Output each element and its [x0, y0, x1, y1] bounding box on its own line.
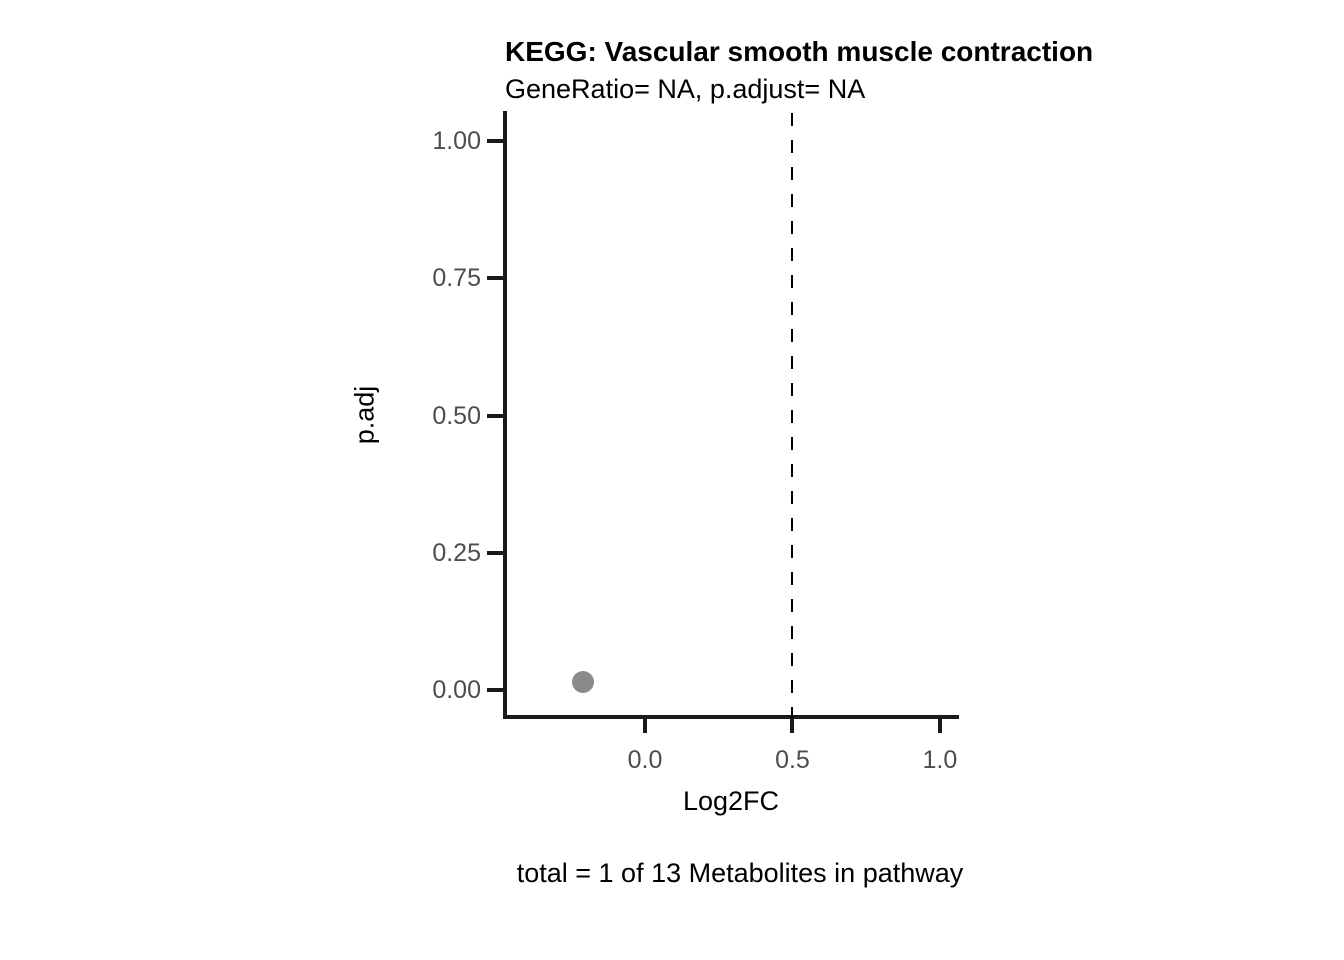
x-tick-label: 0.0: [627, 746, 663, 774]
y-tick-label: 0.75: [432, 264, 481, 293]
y-tick-label: 0.00: [432, 676, 481, 705]
y-tick-mark: [487, 276, 505, 281]
y-tick-label: 0.25: [432, 538, 481, 567]
data-point: [572, 670, 595, 693]
x-tick-mark: [643, 716, 648, 733]
x-tick-label: 0.5: [775, 746, 810, 774]
y-tick-mark: [487, 413, 505, 418]
y-tick-label: 1.00: [432, 127, 481, 155]
x-tick-mark: [790, 716, 795, 733]
x-tick-label: 1.0: [922, 746, 958, 774]
y-tick-mark: [487, 688, 505, 693]
reference-vline: [791, 113, 794, 717]
chart-caption: total = 1 of 13 Metabolites in pathway: [516, 858, 964, 888]
x-axis-line: [503, 715, 959, 719]
y-tick-label: 0.50: [432, 401, 481, 430]
x-tick-mark: [937, 716, 942, 733]
y-axis-line: [503, 111, 507, 719]
y-tick-mark: [487, 550, 505, 555]
y-tick-mark: [487, 139, 505, 143]
chart-subtitle: GeneRatio= NA, p.adjust= NA: [505, 74, 866, 104]
x-axis-title: Log2FC: [682, 786, 780, 816]
chart-title: KEGG: Vascular smooth muscle contraction: [505, 36, 1094, 67]
